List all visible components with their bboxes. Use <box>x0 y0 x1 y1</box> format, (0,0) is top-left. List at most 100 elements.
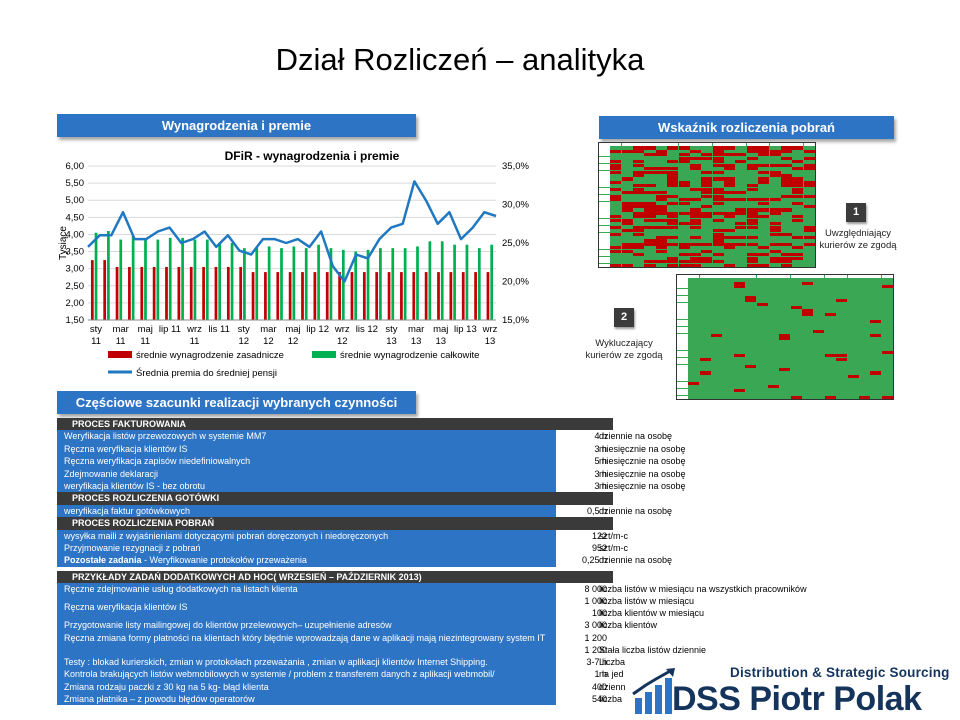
heat-cell <box>599 174 611 178</box>
heat-cell <box>610 184 622 188</box>
heat-cell <box>858 357 870 361</box>
heat-cell <box>756 275 768 279</box>
heat-cell <box>779 288 791 292</box>
heat-cell <box>722 299 734 303</box>
heat-cell <box>621 198 633 202</box>
heat-cell <box>724 170 736 174</box>
estimates-row-unit: miesięcznie na osobę <box>599 456 686 467</box>
heat-cell <box>724 184 736 188</box>
heat-cell <box>870 368 882 372</box>
heat-cell <box>735 205 747 209</box>
heat-cell <box>824 364 836 368</box>
heat-cell <box>735 177 747 181</box>
heat-cell <box>701 170 713 174</box>
heat-cell <box>655 232 667 236</box>
heat-cell <box>667 256 679 260</box>
heat-cell <box>847 326 859 330</box>
heat-cell <box>824 306 836 310</box>
heat-cell <box>803 201 815 205</box>
heat-cell <box>881 371 893 375</box>
heat-cell <box>813 354 825 358</box>
heat-cell <box>655 170 667 174</box>
heat-cell <box>803 184 815 188</box>
heat-cell <box>779 326 791 330</box>
heat-cell <box>813 285 825 289</box>
heat-cell <box>712 260 724 264</box>
heat-cell <box>724 177 736 181</box>
heat-cell <box>836 347 848 351</box>
heat-cell <box>712 180 724 185</box>
heat-cell <box>701 260 713 264</box>
heat-cell <box>745 281 757 286</box>
heat-cell <box>688 312 700 317</box>
x-tick-label: 11 <box>190 336 200 347</box>
heat-cell <box>701 187 713 191</box>
heat-cell <box>836 285 848 289</box>
heat-cell <box>621 160 633 164</box>
heat-cell <box>688 361 700 365</box>
heat-cell <box>836 316 848 320</box>
heat-cell <box>858 312 870 317</box>
heat-cell <box>870 395 882 399</box>
heat-cell <box>881 292 893 296</box>
heat-cell <box>746 184 758 188</box>
heat-cell <box>780 236 792 240</box>
heat-cell <box>677 395 689 399</box>
heat-cell <box>813 347 825 351</box>
heat-cell <box>655 163 667 167</box>
heat-cell <box>745 306 757 310</box>
heat-cell <box>746 153 758 157</box>
heat-cell <box>779 292 791 296</box>
heat-cell <box>858 319 870 323</box>
heat-cell <box>610 191 622 195</box>
heat-cell <box>858 278 870 282</box>
heat-cell <box>802 275 814 279</box>
heat-cell <box>870 292 882 296</box>
estimates-row-value: 1 000 <box>584 596 607 607</box>
heat-cell <box>711 347 723 351</box>
heat-cell <box>803 205 815 209</box>
heat-cell <box>735 160 747 164</box>
estimates-row-label: Przyjmowanie rezygnacji z pobrań <box>57 541 556 555</box>
heat-cell <box>711 333 723 337</box>
heat-cell <box>677 371 689 375</box>
heat-cell <box>655 174 667 178</box>
heat-cell <box>870 323 882 327</box>
heat-cell <box>847 395 859 399</box>
heat-cell <box>712 153 724 157</box>
heat-cell <box>746 208 758 212</box>
heat-cell <box>712 198 724 202</box>
heat-cell <box>722 371 734 375</box>
heat-cell <box>858 371 870 375</box>
estimates-row-label: Ręczna weryfikacja zapisów niedefiniowal… <box>57 455 556 468</box>
wages-chart-svg: DFiR - wynagrodzenia i premie1,502,002,5… <box>58 149 529 379</box>
heat-cell <box>688 337 700 341</box>
estimates-row-unit: liczba klientów w miesiącu <box>599 608 705 619</box>
heat-cell <box>836 299 848 303</box>
heat-cell <box>779 319 791 323</box>
estimates-row-unit: na jed <box>599 669 624 680</box>
heat-cell <box>767 295 779 299</box>
legend-label-base-salary: średnie wynagrodzenie zasadnicze <box>136 350 284 361</box>
heat-cell <box>779 361 791 365</box>
heat-cell <box>767 357 779 361</box>
bar-base-salary <box>251 272 255 320</box>
heat-cell <box>699 357 711 361</box>
heat-cell <box>836 361 848 365</box>
estimates-section-header: PROCES FAKTUROWANIA <box>57 418 897 431</box>
heat-cell <box>881 333 893 337</box>
bar-total-salary <box>428 241 432 320</box>
heat-cell <box>667 211 679 216</box>
heat-cell <box>780 143 792 147</box>
heat-cell <box>667 170 679 174</box>
slide-title: Dział Rozliczeń – analityka <box>275 42 645 77</box>
estimates-row: weryfikacja faktur gotówkowych 0,5 h dzien… <box>57 504 897 518</box>
heat-cell <box>769 222 781 226</box>
estimates-row-unit: szt/m-c <box>599 542 628 553</box>
heat-cell <box>792 191 804 195</box>
estimates-row-label: Weryfikacja listów przewozowych w system… <box>57 430 556 443</box>
heat-cell <box>712 174 724 178</box>
heat-cell <box>735 260 747 264</box>
heat-cell <box>767 340 779 344</box>
heat-cell <box>803 249 815 253</box>
